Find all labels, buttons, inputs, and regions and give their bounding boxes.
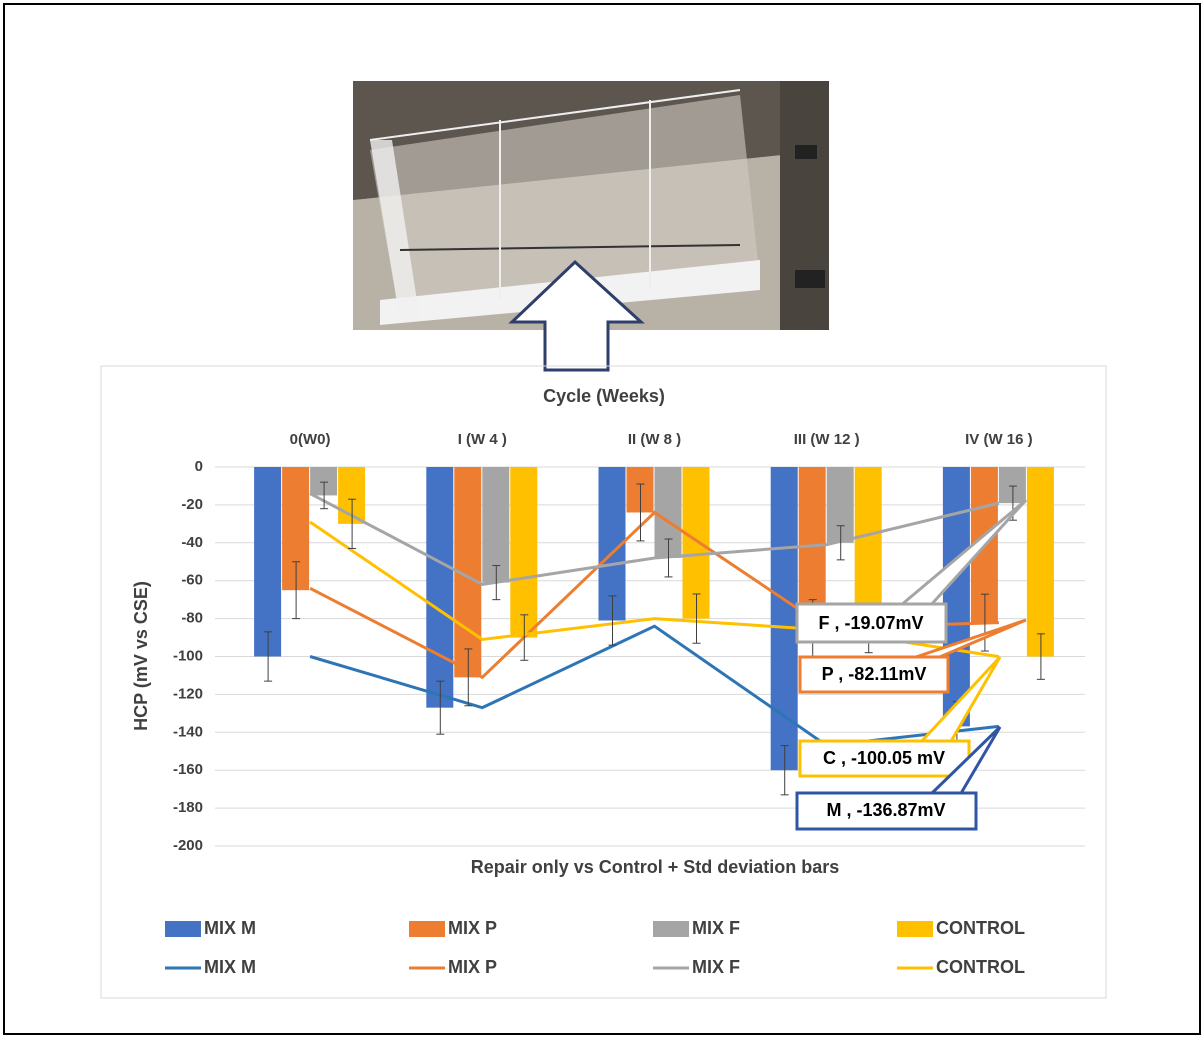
- page: Cycle (Weeks) Repair only vs Control + S…: [0, 0, 1204, 1038]
- y-tick-label: -20: [181, 496, 203, 513]
- y-tick-label: -120: [173, 685, 203, 702]
- legend-label: MIX M: [204, 957, 256, 977]
- callout-label: P , -82.11mV: [822, 664, 927, 684]
- bar: [510, 467, 537, 638]
- legend-label: MIX M: [204, 918, 256, 938]
- x-tick-label: I (W 4 ): [458, 431, 507, 448]
- x-tick-label: III (W 12 ): [794, 431, 860, 448]
- legend-swatch: [653, 921, 689, 937]
- y-tick-label: 0: [195, 458, 203, 475]
- legend-label: MIX F: [692, 957, 740, 977]
- y-tick-label: -160: [173, 761, 203, 778]
- bar: [1027, 467, 1054, 657]
- x-tick-label: IV (W 16 ): [965, 431, 1033, 448]
- bar: [426, 467, 453, 708]
- x-tick-label: II (W 8 ): [628, 431, 681, 448]
- bar: [254, 467, 281, 657]
- axis-title: Cycle (Weeks): [543, 386, 665, 406]
- x-axis-title: Repair only vs Control + Std deviation b…: [471, 857, 840, 877]
- y-tick-label: -200: [173, 837, 203, 854]
- y-tick-label: -100: [173, 647, 203, 664]
- legend-label: MIX P: [448, 918, 497, 938]
- legend-label: CONTROL: [936, 918, 1025, 938]
- x-tick-label: 0(W0): [290, 431, 331, 448]
- callout-label: F , -19.07mV: [818, 613, 923, 633]
- legend-label: MIX F: [692, 918, 740, 938]
- bar: [771, 467, 798, 770]
- callout-label: C , -100.05 mV: [823, 748, 945, 768]
- legend-label: MIX P: [448, 957, 497, 977]
- y-tick-label: -180: [173, 799, 203, 816]
- legend-swatch: [165, 921, 201, 937]
- y-tick-label: -40: [181, 534, 203, 551]
- y-tick-label: -140: [173, 723, 203, 740]
- y-tick-label: -60: [181, 572, 203, 589]
- legend-swatch: [409, 921, 445, 937]
- callout-label: M , -136.87mV: [826, 800, 945, 820]
- y-tick-label: -80: [181, 610, 203, 627]
- legend-swatch: [897, 921, 933, 937]
- legend-label: CONTROL: [936, 957, 1025, 977]
- y-axis-title: HCP (mV vs CSE): [131, 581, 151, 731]
